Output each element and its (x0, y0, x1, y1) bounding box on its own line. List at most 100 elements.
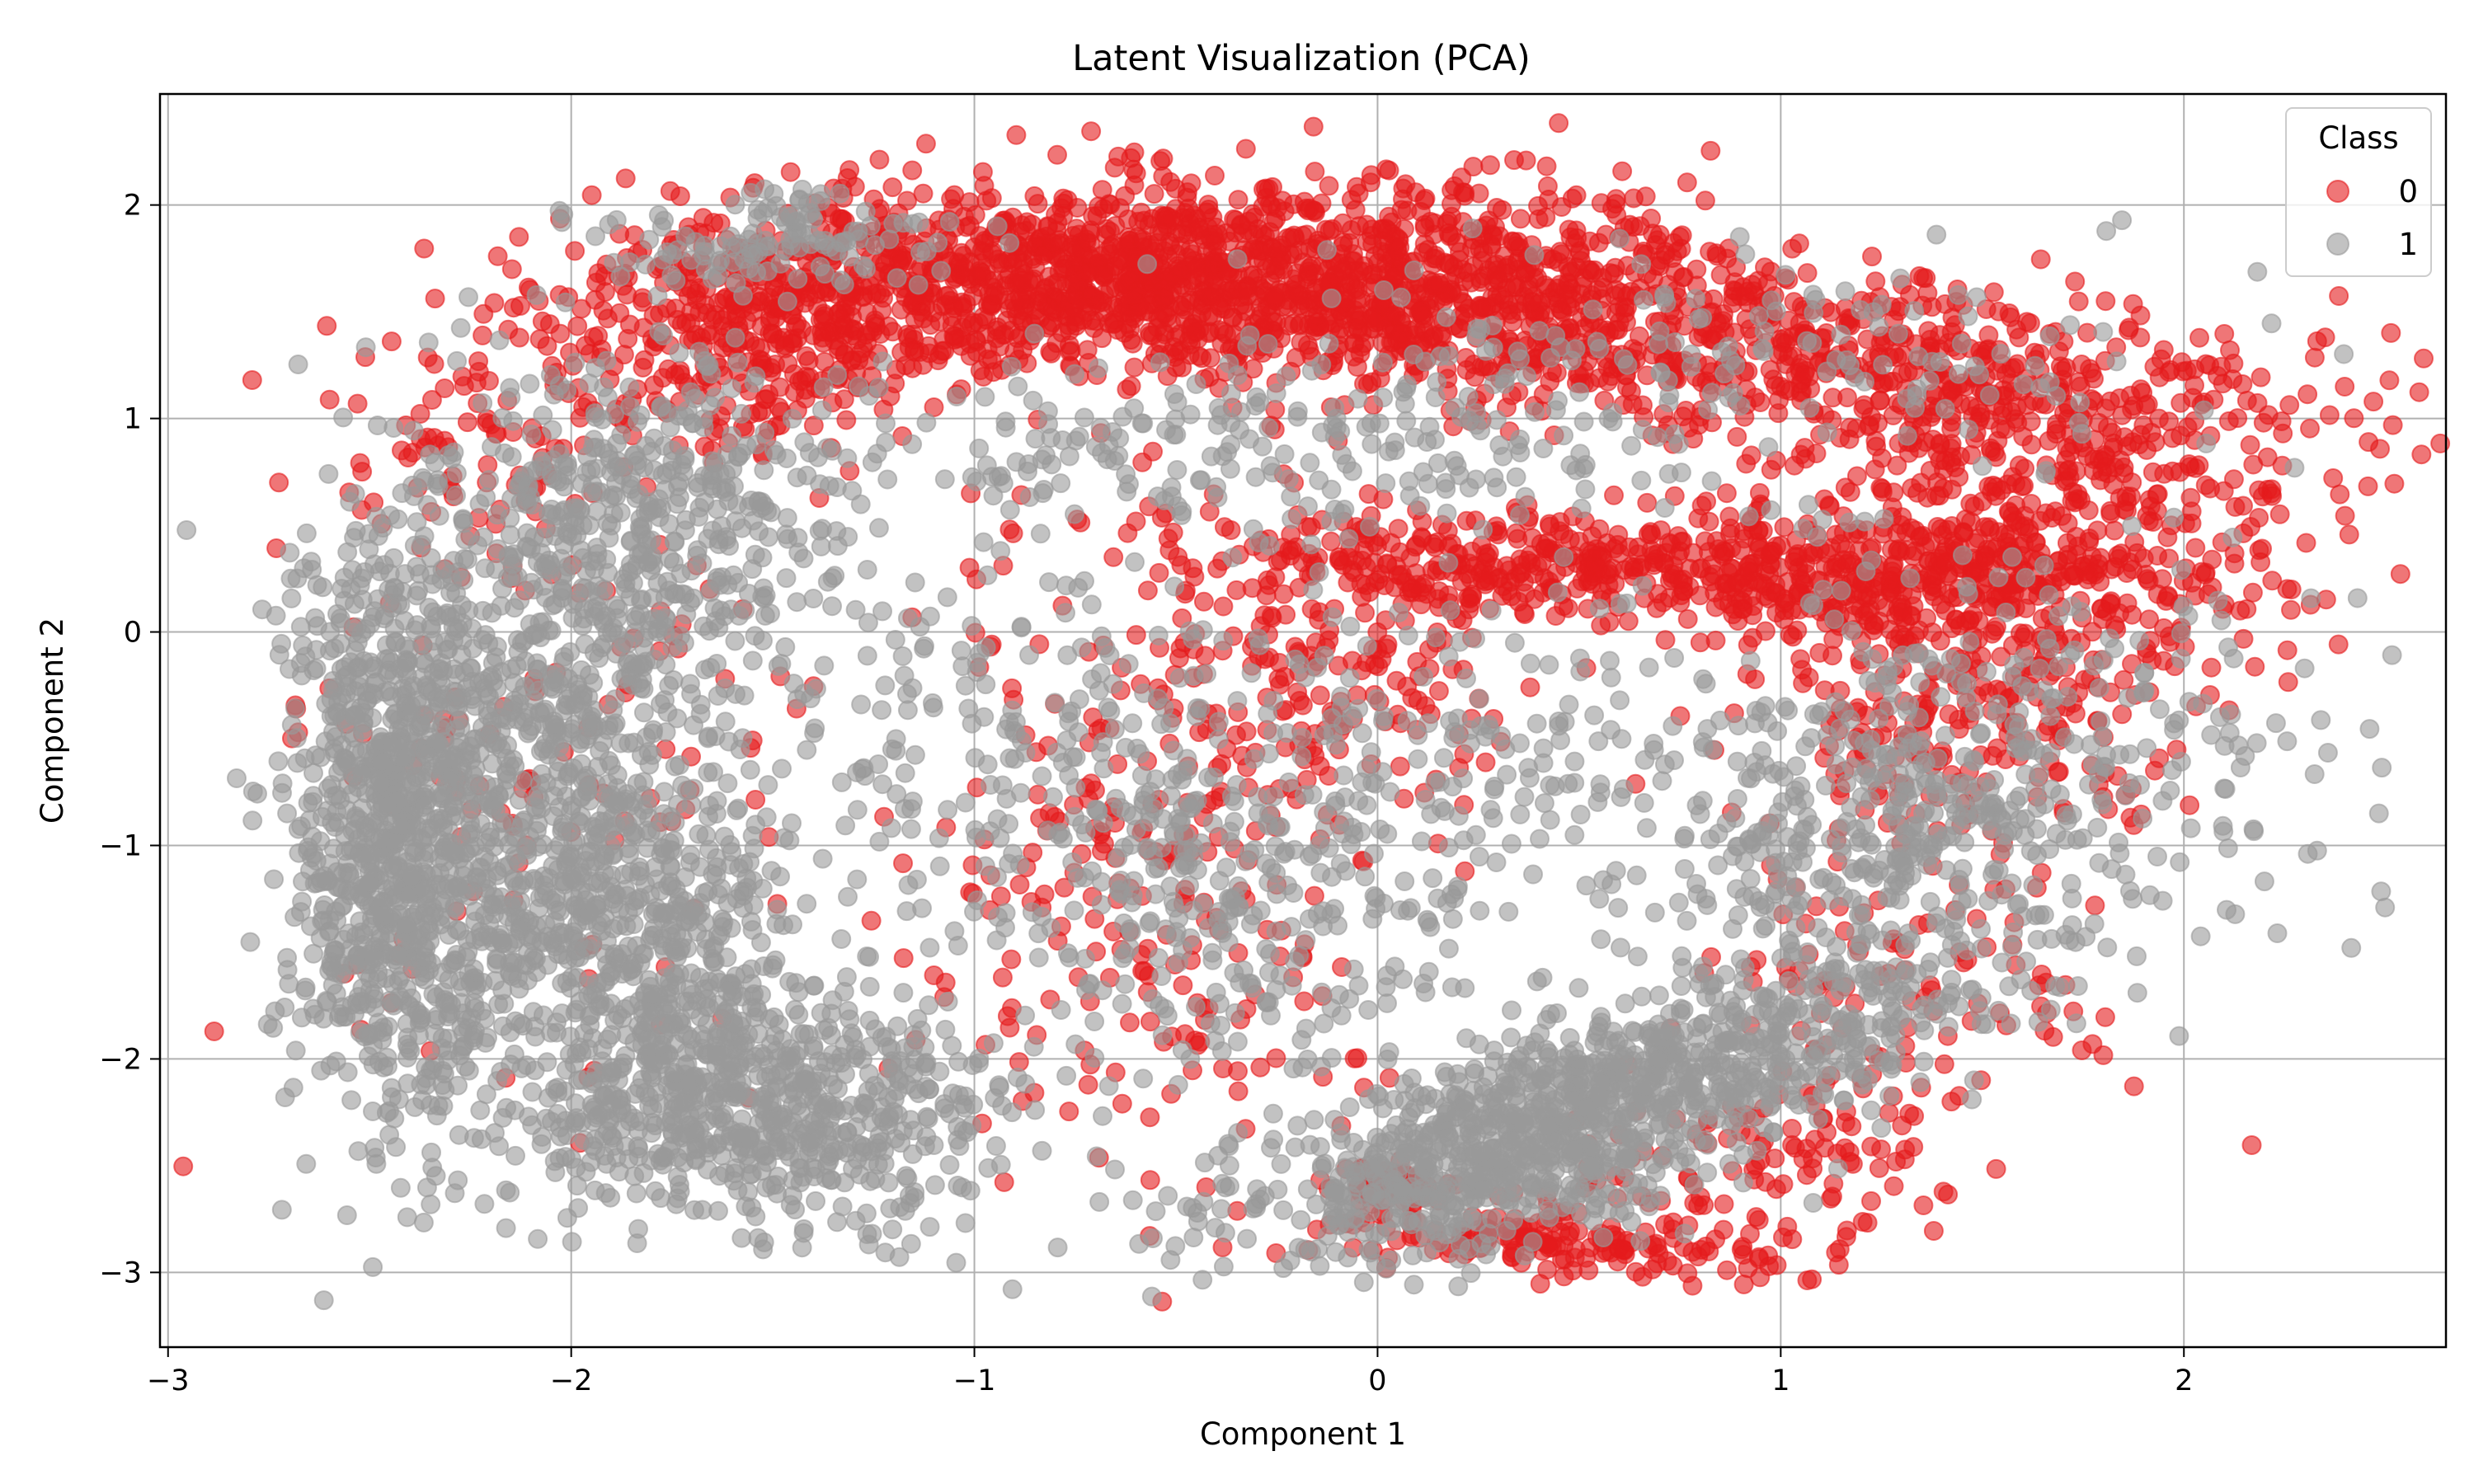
data-point (1892, 1115, 1912, 1136)
data-point (1140, 1170, 1160, 1190)
data-point (1261, 303, 1282, 324)
data-point (1598, 575, 1619, 595)
data-point (1738, 1258, 1758, 1279)
data-point (1913, 1195, 1934, 1215)
data-point (643, 305, 664, 326)
data-point (1434, 286, 1455, 307)
data-point (1690, 585, 1710, 606)
data-point (1503, 312, 1523, 332)
data-point (899, 337, 920, 358)
data-point (1569, 243, 1590, 264)
data-point (798, 350, 819, 371)
data-point (2124, 532, 2145, 552)
data-point (869, 149, 890, 170)
data-point (1665, 262, 1686, 282)
data-point (2147, 546, 2168, 566)
data-point (1144, 184, 1164, 204)
data-point (1781, 1119, 1802, 1139)
data-point (1376, 159, 1396, 180)
data-point (1342, 650, 1362, 671)
data-point (1380, 533, 1401, 553)
data-point (2296, 533, 2316, 553)
data-point (1794, 438, 1815, 458)
data-point (2085, 895, 2105, 916)
data-point (780, 162, 801, 182)
data-point (644, 375, 664, 396)
data-point (2147, 484, 2167, 505)
data-point (982, 242, 1003, 261)
data-point (1846, 466, 1867, 486)
data-point (1393, 178, 1413, 199)
data-point (1732, 599, 1752, 619)
data-point (2091, 599, 2112, 619)
data-point (2262, 571, 2283, 591)
data-point (1489, 226, 1510, 247)
data-point (1079, 262, 1100, 283)
data-point (1198, 200, 1219, 220)
data-point (1391, 200, 1412, 220)
chart-title: Latent Visualization (PCA) (1072, 38, 1531, 79)
data-point (1120, 1012, 1140, 1033)
data-point (1149, 562, 1169, 583)
data-point (2185, 538, 2206, 558)
data-point (1155, 270, 1176, 291)
data-point (1067, 198, 1088, 218)
data-point (1761, 542, 1782, 561)
data-point (1528, 209, 1549, 229)
data-point (1782, 1229, 1803, 1250)
data-point (1310, 685, 1330, 706)
data-point (1874, 373, 1894, 393)
data-point (1921, 532, 1941, 552)
data-point (2159, 362, 2180, 383)
data-point (1677, 172, 1697, 193)
data-point (2233, 495, 2253, 516)
data-point (1140, 1107, 1160, 1128)
data-point (2180, 795, 2200, 815)
data-point (1352, 550, 1372, 571)
data-point (1612, 161, 1633, 181)
data-point (2089, 412, 2109, 433)
data-point (859, 321, 880, 341)
data-point (1790, 649, 1811, 669)
data-point (1655, 630, 1676, 650)
data-point (414, 238, 435, 259)
data-point (882, 177, 903, 198)
data-point (1394, 218, 1414, 239)
data-point (1839, 429, 1860, 449)
data-point (2021, 494, 2042, 514)
data-point (1504, 150, 1524, 171)
data-point (2095, 1007, 2115, 1027)
data-point (1273, 584, 1294, 604)
data-point (1733, 1274, 1754, 1294)
data-point (1985, 620, 2005, 641)
data-point (2281, 580, 2302, 599)
data-point (2242, 582, 2263, 603)
data-point (2344, 408, 2364, 429)
data-point (588, 326, 609, 346)
data-point (986, 328, 1007, 349)
data-point (1404, 325, 1425, 345)
data-point (2359, 432, 2379, 453)
data-point (861, 910, 882, 931)
data-point (1510, 209, 1531, 229)
data-point (2335, 505, 2355, 526)
data-points (173, 113, 2451, 1312)
data-point (2180, 487, 2201, 508)
data-point (870, 284, 891, 304)
data-point (1949, 467, 1969, 487)
data-point (1112, 302, 1133, 322)
data-point (1934, 1054, 1954, 1074)
data-point (2124, 1076, 2144, 1097)
data-point (1292, 695, 1313, 716)
data-point (1259, 194, 1280, 214)
data-point (1604, 485, 1624, 505)
data-point (1123, 159, 1144, 180)
data-point (835, 344, 855, 364)
data-point (1006, 124, 1027, 145)
data-point (1493, 289, 1514, 310)
data-point (905, 309, 925, 330)
data-point (501, 259, 522, 279)
data-point (1582, 574, 1602, 594)
data-point (1214, 517, 1235, 538)
data-point (2007, 354, 2028, 374)
